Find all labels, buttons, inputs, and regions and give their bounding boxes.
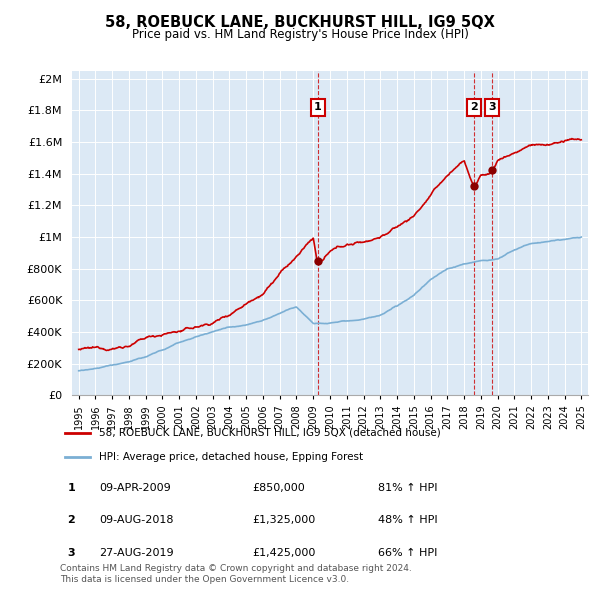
Text: 09-APR-2009: 09-APR-2009 <box>99 483 171 493</box>
Text: 48% ↑ HPI: 48% ↑ HPI <box>378 516 437 525</box>
Text: 81% ↑ HPI: 81% ↑ HPI <box>378 483 437 493</box>
Text: 1: 1 <box>314 102 322 112</box>
Text: 58, ROEBUCK LANE, BUCKHURST HILL, IG9 5QX: 58, ROEBUCK LANE, BUCKHURST HILL, IG9 5Q… <box>105 15 495 30</box>
Text: 2: 2 <box>68 515 75 525</box>
Text: Price paid vs. HM Land Registry's House Price Index (HPI): Price paid vs. HM Land Registry's House … <box>131 28 469 41</box>
Text: Contains HM Land Registry data © Crown copyright and database right 2024.: Contains HM Land Registry data © Crown c… <box>60 565 412 573</box>
Text: This data is licensed under the Open Government Licence v3.0.: This data is licensed under the Open Gov… <box>60 575 349 584</box>
Text: 3: 3 <box>68 548 75 558</box>
Text: 27-AUG-2019: 27-AUG-2019 <box>99 548 173 558</box>
Text: 66% ↑ HPI: 66% ↑ HPI <box>378 548 437 558</box>
Text: £1,425,000: £1,425,000 <box>252 548 316 558</box>
Text: 58, ROEBUCK LANE, BUCKHURST HILL, IG9 5QX (detached house): 58, ROEBUCK LANE, BUCKHURST HILL, IG9 5Q… <box>100 428 441 438</box>
Text: 2: 2 <box>470 102 478 112</box>
Text: £1,325,000: £1,325,000 <box>252 516 315 525</box>
Text: £850,000: £850,000 <box>252 483 305 493</box>
Text: 09-AUG-2018: 09-AUG-2018 <box>99 516 173 525</box>
Text: 3: 3 <box>488 102 496 112</box>
Text: 1: 1 <box>68 483 75 493</box>
Text: HPI: Average price, detached house, Epping Forest: HPI: Average price, detached house, Eppi… <box>100 451 364 461</box>
